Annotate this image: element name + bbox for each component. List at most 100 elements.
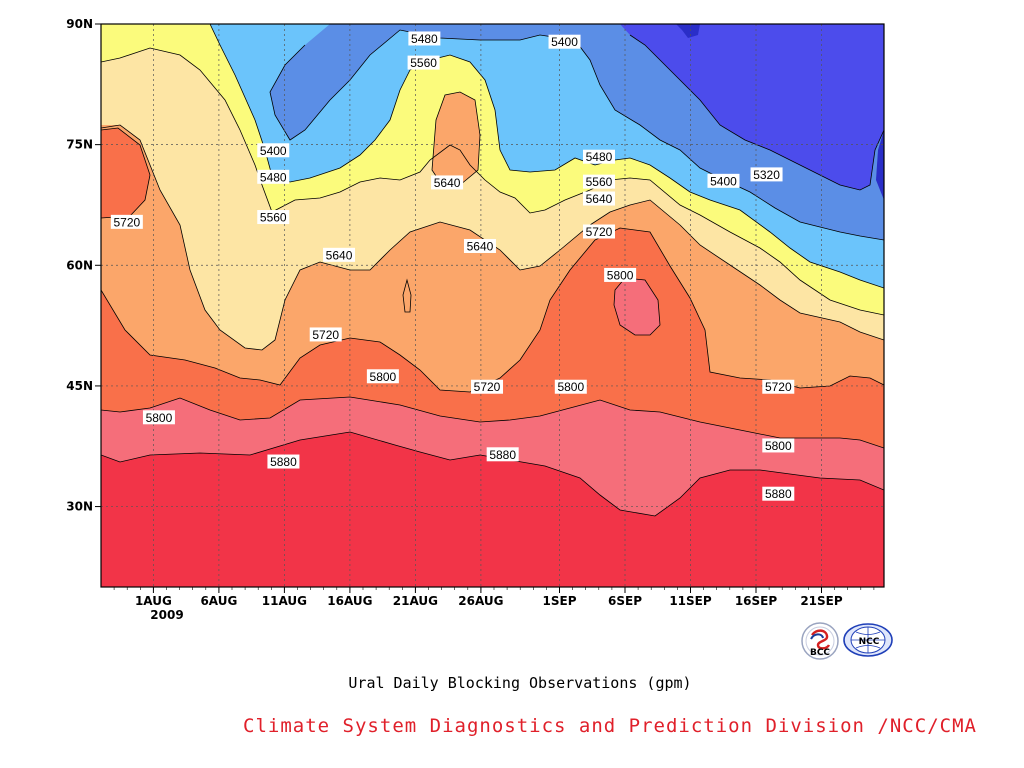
contour-label: 5800 [366,369,399,384]
y-tick-label: 90N [66,17,93,31]
contour-line-5480 [209,24,884,289]
contour-label-text: 5480 [586,150,613,164]
contour-label-text: 5880 [489,448,516,462]
y-tick-label: 45N [66,379,93,393]
contour-label-box [257,210,290,225]
contour-label-box [267,454,300,469]
contour-label-text: 5720 [474,380,501,394]
contour-label-text: 5720 [765,380,792,394]
contour-label: 5880 [762,486,795,501]
contour-label: 5560 [257,210,290,225]
contour-label-text: 5800 [370,370,397,384]
contour-label-text: 5800 [765,439,792,453]
contour-label-text: 5320 [753,168,780,182]
contour-label-box [582,149,615,164]
contour-label: 5480 [408,31,441,46]
contour-label-box [110,214,143,229]
contour-label: 5480 [582,149,615,164]
contour-line-5640 [101,124,884,351]
x-tick-label: 1AUG [135,594,172,608]
contour-label-text: 5400 [551,35,578,49]
contour-label-box [582,191,615,206]
contour-label-box [142,410,175,425]
contour-label-text: 5720 [113,215,140,229]
contour-label-box [257,169,290,184]
contour-label-text: 5800 [146,411,173,425]
plot-frame [100,23,885,588]
contour-label-text: 5640 [586,192,613,206]
contour-line-5800 [101,396,884,449]
fill-5240-5320 [620,24,884,190]
ncc-logo: NCC [843,623,893,657]
credit-line: Climate System Diagnostics and Predictio… [243,715,977,737]
bcc-logo-text: BCC [810,648,830,658]
contour-label-box [762,379,795,394]
x-tick-label: 21AUG [393,594,438,608]
contour-label-box [408,31,441,46]
x-tick-label: 21SEP [800,594,843,608]
contour-label-box [486,447,519,462]
contour-line-small-lobe [402,278,412,313]
x-tick-label: 6AUG [200,594,237,608]
contour-label: 5800 [142,410,175,425]
x-tick-label: 1SEP [543,594,577,608]
contour-label-text: 5720 [586,225,613,239]
y-tick-label: 75N [66,138,93,152]
contour-label: 5720 [110,214,143,229]
contour-label: 5560 [407,55,440,70]
contour-label-text: 5560 [260,211,287,225]
fill-below-5240-top [676,24,700,38]
contour-label: 5800 [554,379,587,394]
y-tick-label: 30N [66,500,93,514]
x-tick-label: 16AUG [327,594,372,608]
grid-layer [101,24,884,587]
contour-label: 5320 [750,167,783,182]
contour-label: 5720 [309,327,342,342]
contour-label: 5640 [431,175,464,190]
y-axis: 30N 45N 60N 75N 90N [66,17,101,514]
contour-line-5560 [101,47,884,316]
contour-label: 5640 [463,238,496,253]
contour-label-text: 5400 [710,174,737,188]
x-tick-label: 6SEP [608,594,642,608]
contour-label-text: 5480 [260,170,287,184]
contour-label-text: 5400 [260,144,287,158]
contour-label: 5560 [582,174,615,189]
contour-label-box [604,267,637,282]
contour-labels: 5480 5400 5560 5400 5480 5480 5320 5560 5400 5640… [110,31,795,501]
contour-line-5320 [629,34,884,191]
y-tick-label: 60N [66,258,93,272]
contour-line-5880 [101,431,884,517]
fill-below-5240-north [876,130,884,200]
fill-5880-bulge [614,278,660,335]
contour-label-text: 5800 [607,268,634,282]
x-tick-label: 11AUG [262,594,307,608]
contour-label-text: 5880 [270,455,297,469]
contour-fill-layer [101,24,884,587]
ncc-logo-text: NCC [859,637,880,647]
contour-label-box [463,238,496,253]
contour-label: 5720 [471,379,504,394]
contour-label-box [471,379,504,394]
contour-label: 5880 [486,447,519,462]
chart-title: Ural Daily Blocking Observations (gpm) [348,674,691,692]
contour-label-box [762,438,795,453]
contour-label: 5640 [582,191,615,206]
contour-label-box [257,143,290,158]
contour-label-text: 5800 [557,380,584,394]
bcc-logo: BCC [801,622,839,660]
x-axis: 1AUG 6AUG 11AUG 16AUG 21AUG 26AUG 1SEP 6SEP 11SE… [113,587,875,608]
contour-label-text: 5640 [467,239,494,253]
contour-label-box [582,224,615,239]
contour-label-box [707,173,740,188]
contour-label: 5800 [604,267,637,282]
contour-line-5720 [101,227,884,393]
contour-label: 5720 [582,224,615,239]
contour-label-text: 5560 [586,175,613,189]
contour-label-text: 5640 [326,248,353,262]
contour-label: 5480 [257,169,290,184]
contour-label-text: 5720 [312,328,339,342]
contour-label-box [582,174,615,189]
contour-label-box [762,486,795,501]
